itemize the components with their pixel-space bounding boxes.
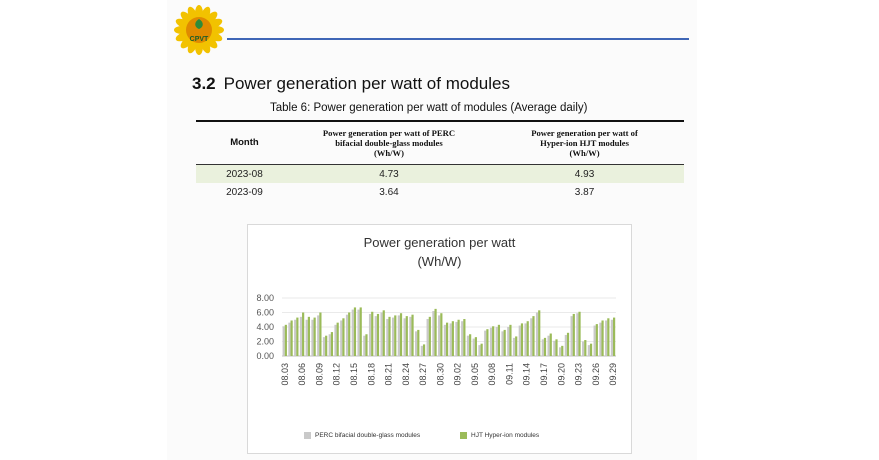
table-caption: Table 6: Power generation per watt of mo… (270, 102, 588, 114)
cell-hjt: 3.87 (574, 186, 595, 198)
legend-hjt: HJT Hyper-ion modules (460, 432, 539, 439)
header-hjt: Power generation per watt of Hyper-ion H… (485, 120, 684, 165)
legend-swatch-perc (304, 432, 311, 439)
legend-label-perc: PERC bifacial double-glass modules (315, 432, 421, 439)
header-perc: Power generation per watt of PERC bifaci… (292, 120, 486, 165)
header-perc-line2: bifacial double-glass modules (335, 138, 443, 148)
sunflower-logo-icon: CPVT (174, 5, 224, 55)
legend-label-hjt: HJT Hyper-ion modules (471, 432, 540, 439)
cell-hjt: 4.93 (485, 164, 684, 183)
header-hjt-line2: Hyper-ion HJT modules (540, 138, 629, 148)
cell-perc: 4.73 (292, 164, 486, 183)
header-perc-line3: (Wh/W) (373, 148, 405, 158)
header-month: Month (196, 120, 293, 165)
chart-title-line1: Power generation per watt (363, 235, 516, 250)
legend-swatch-hjt (460, 432, 467, 439)
section-title: 3.2 Power generation per watt of modules (192, 74, 510, 94)
logo-center (186, 17, 212, 43)
section-number: 3.2 (192, 74, 216, 93)
header-hjt-line3: (Wh/W) (569, 148, 600, 158)
chart-panel: Power generation per watt (Wh/W) (247, 224, 632, 454)
cell-perc: 3.64 (379, 186, 399, 198)
legend-perc: PERC bifacial double-glass modules (304, 432, 420, 439)
chart-title-line2: (Wh/W) (417, 254, 462, 269)
header-rule (227, 38, 689, 40)
section-heading: Power generation per watt of modules (223, 74, 510, 93)
header-hjt-line1: Power generation per watt of (531, 128, 638, 138)
cell-month: 2023-08 (196, 164, 293, 183)
cell-month: 2023-09 (226, 186, 263, 198)
table-row: 2023-08 4.73 4.93 (196, 164, 684, 183)
generation-table: Month Power generation per watt of PERC … (196, 120, 684, 201)
logo-text: CPVT (190, 36, 209, 43)
header-perc-line1: Power generation per watt of PERC (322, 128, 456, 138)
table-row: 2023-09 3.64 3.87 (196, 183, 684, 201)
table-header-row: Month Power generation per watt of PERC … (196, 120, 684, 165)
logo-leaf (195, 19, 203, 29)
